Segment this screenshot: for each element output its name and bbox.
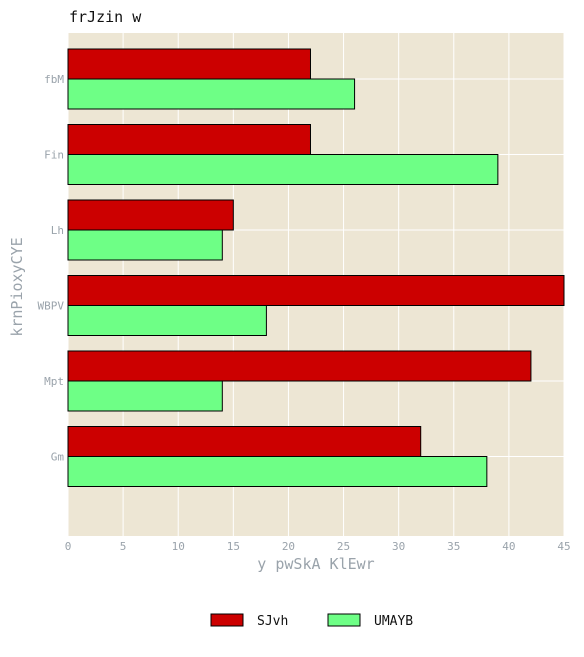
bars-layer bbox=[67, 48, 565, 487]
bar-UMAYB-Lh bbox=[67, 229, 223, 261]
y-tick-label: Mpt bbox=[44, 375, 64, 388]
legend-swatch-SJvh bbox=[210, 613, 244, 627]
x-tick-label: 40 bbox=[502, 540, 515, 553]
x-tick-label: 10 bbox=[172, 540, 185, 553]
x-tick-label: 25 bbox=[337, 540, 350, 553]
x-tick-label: 0 bbox=[65, 540, 72, 553]
bar-UMAYB-Fin bbox=[67, 154, 499, 185]
y-tick-label: WBPV bbox=[38, 300, 65, 313]
x-tick-label: 20 bbox=[282, 540, 295, 553]
x-tick-label: 35 bbox=[447, 540, 460, 553]
y-tick-label: fbM bbox=[44, 73, 64, 86]
x-tick-label: 5 bbox=[120, 540, 127, 553]
x-axis-title: y pwSkA KlEwr bbox=[257, 555, 374, 573]
y-tick-label: Gm bbox=[51, 451, 65, 464]
bar-SJvh-Mpt bbox=[67, 350, 532, 382]
x-tick-label: 45 bbox=[557, 540, 570, 553]
bar-SJvh-fbM bbox=[67, 48, 311, 80]
bar-UMAYB-fbM bbox=[67, 78, 356, 110]
y-tick-label: Fin bbox=[44, 149, 64, 162]
x-tick-labels: 0 5 10 15 20 25 30 35 40 45 bbox=[65, 540, 571, 553]
y-tick-labels: fbM Fin Lh WBPV Mpt Gm bbox=[38, 73, 65, 464]
bar-SJvh-Fin bbox=[67, 124, 311, 155]
legend-label-SJvh: SJvh bbox=[257, 614, 288, 629]
bar-UMAYB-Gm bbox=[67, 456, 488, 487]
legend-label-UMAYB: UMAYB bbox=[374, 614, 413, 629]
bar-UMAYB-WBPV bbox=[67, 305, 267, 336]
bar-SJvh-Lh bbox=[67, 199, 234, 231]
x-tick-label: 30 bbox=[392, 540, 405, 553]
legend: SJvh UMAYB bbox=[210, 613, 413, 629]
chart-title: frJzin w bbox=[69, 8, 142, 26]
y-tick-label: Lh bbox=[51, 224, 64, 237]
bar-SJvh-Gm bbox=[67, 426, 422, 457]
bar-UMAYB-Mpt bbox=[67, 380, 223, 412]
legend-swatch-UMAYB bbox=[327, 613, 361, 627]
bar-SJvh-WBPV bbox=[67, 275, 565, 306]
y-axis-title: krnPioxyCYE bbox=[8, 237, 26, 336]
x-tick-label: 15 bbox=[227, 540, 240, 553]
